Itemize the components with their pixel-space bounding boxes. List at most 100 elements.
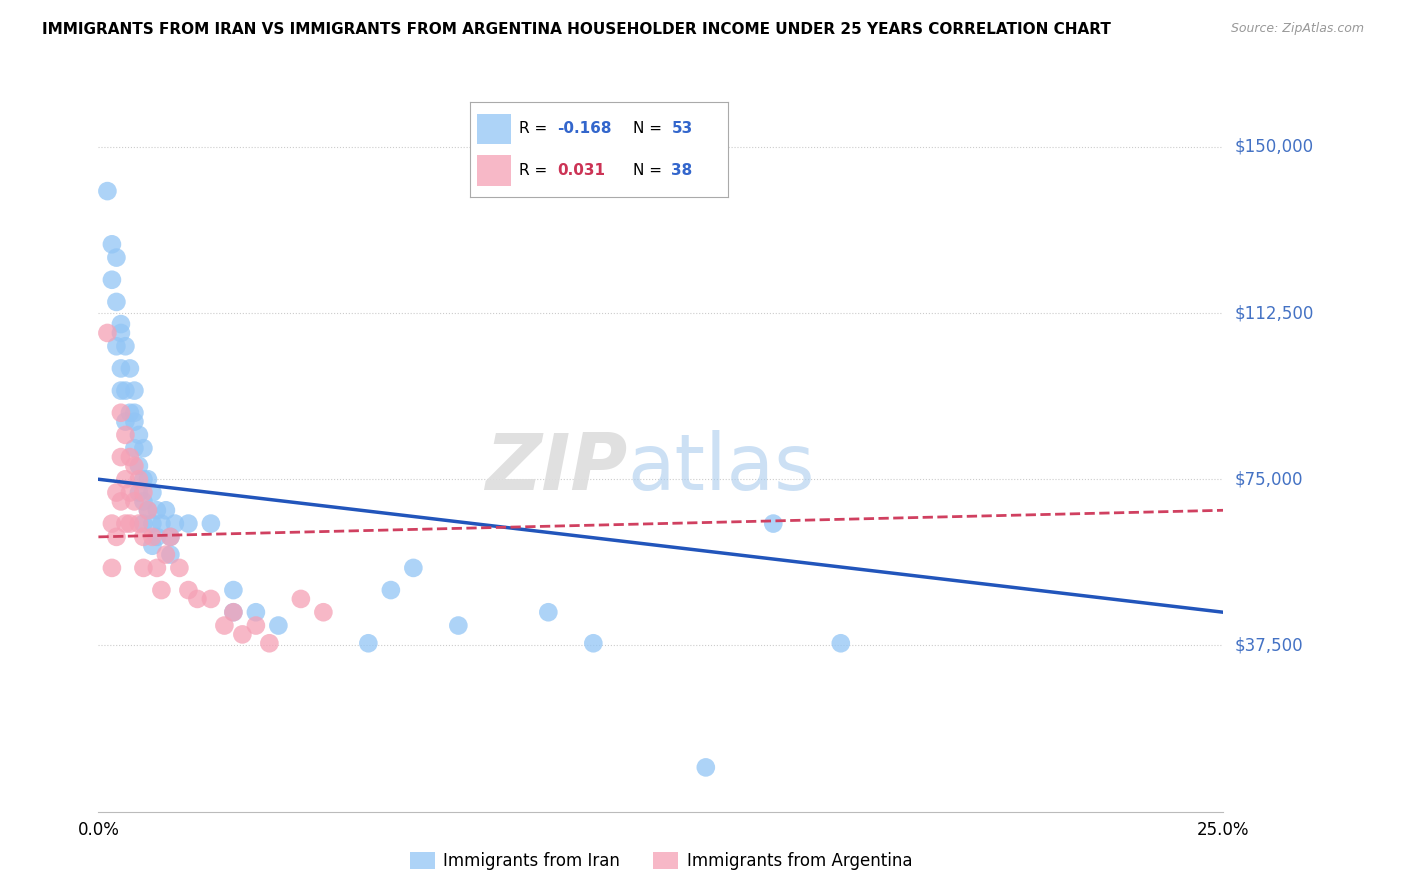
- Point: [163, 516, 186, 531]
- Point: [146, 561, 169, 575]
- Point: [582, 636, 605, 650]
- Y-axis label: Householder Income Under 25 years: Householder Income Under 25 years: [0, 306, 7, 586]
- Point: [118, 361, 141, 376]
- Point: [101, 561, 124, 575]
- Point: [141, 539, 163, 553]
- Text: Source: ZipAtlas.com: Source: ZipAtlas.com: [1230, 22, 1364, 36]
- Point: [105, 530, 128, 544]
- Point: [110, 406, 132, 420]
- Point: [177, 583, 200, 598]
- Point: [128, 458, 150, 473]
- Point: [128, 485, 150, 500]
- Point: [222, 583, 245, 598]
- Point: [110, 450, 132, 464]
- Point: [132, 441, 155, 455]
- Point: [101, 273, 124, 287]
- Point: [245, 618, 267, 632]
- Point: [118, 516, 141, 531]
- Point: [101, 516, 124, 531]
- Point: [245, 605, 267, 619]
- Point: [105, 485, 128, 500]
- Point: [231, 627, 253, 641]
- Point: [124, 458, 146, 473]
- Point: [312, 605, 335, 619]
- Point: [136, 503, 159, 517]
- Point: [110, 326, 132, 340]
- Point: [110, 317, 132, 331]
- Text: $150,000: $150,000: [1234, 137, 1313, 156]
- Point: [124, 406, 146, 420]
- Point: [222, 605, 245, 619]
- Point: [114, 339, 136, 353]
- Legend: Immigrants from Iran, Immigrants from Argentina: Immigrants from Iran, Immigrants from Ar…: [404, 845, 918, 877]
- Point: [695, 760, 717, 774]
- Point: [118, 485, 141, 500]
- Point: [267, 618, 290, 632]
- Point: [159, 530, 181, 544]
- Text: $75,000: $75,000: [1234, 470, 1303, 488]
- Point: [110, 494, 132, 508]
- Point: [259, 636, 281, 650]
- Point: [105, 294, 128, 309]
- Point: [110, 384, 132, 398]
- Point: [447, 618, 470, 632]
- Point: [132, 516, 155, 531]
- Point: [96, 184, 118, 198]
- Point: [105, 339, 128, 353]
- Point: [141, 516, 163, 531]
- Point: [146, 530, 169, 544]
- Point: [380, 583, 402, 598]
- Point: [128, 472, 150, 486]
- Point: [155, 503, 177, 517]
- Text: $37,500: $37,500: [1234, 637, 1303, 655]
- Point: [132, 530, 155, 544]
- Point: [762, 516, 785, 531]
- Point: [132, 561, 155, 575]
- Point: [177, 516, 200, 531]
- Text: ZIP: ZIP: [485, 430, 627, 506]
- Point: [124, 384, 146, 398]
- Point: [114, 415, 136, 429]
- Point: [114, 384, 136, 398]
- Point: [200, 591, 222, 606]
- Point: [200, 516, 222, 531]
- Point: [141, 530, 163, 544]
- Point: [118, 450, 141, 464]
- Point: [402, 561, 425, 575]
- Point: [136, 503, 159, 517]
- Point: [830, 636, 852, 650]
- Point: [357, 636, 380, 650]
- Point: [105, 251, 128, 265]
- Point: [132, 494, 155, 508]
- Text: IMMIGRANTS FROM IRAN VS IMMIGRANTS FROM ARGENTINA HOUSEHOLDER INCOME UNDER 25 YE: IMMIGRANTS FROM IRAN VS IMMIGRANTS FROM …: [42, 22, 1111, 37]
- Point: [132, 472, 155, 486]
- Point: [110, 361, 132, 376]
- Point: [537, 605, 560, 619]
- Point: [159, 530, 181, 544]
- Text: atlas: atlas: [627, 430, 814, 506]
- Point: [136, 472, 159, 486]
- Point: [155, 548, 177, 562]
- Point: [186, 591, 208, 606]
- Point: [290, 591, 312, 606]
- Point: [96, 326, 118, 340]
- Point: [132, 485, 155, 500]
- Point: [118, 406, 141, 420]
- Point: [114, 428, 136, 442]
- Point: [159, 548, 181, 562]
- Point: [128, 516, 150, 531]
- Point: [124, 415, 146, 429]
- Point: [150, 516, 173, 531]
- Point: [124, 441, 146, 455]
- Text: $112,500: $112,500: [1234, 304, 1313, 322]
- Point: [114, 472, 136, 486]
- Point: [169, 561, 191, 575]
- Point: [222, 605, 245, 619]
- Point: [214, 618, 236, 632]
- Point: [141, 485, 163, 500]
- Point: [146, 503, 169, 517]
- Point: [128, 428, 150, 442]
- Point: [150, 583, 173, 598]
- Point: [114, 516, 136, 531]
- Point: [124, 494, 146, 508]
